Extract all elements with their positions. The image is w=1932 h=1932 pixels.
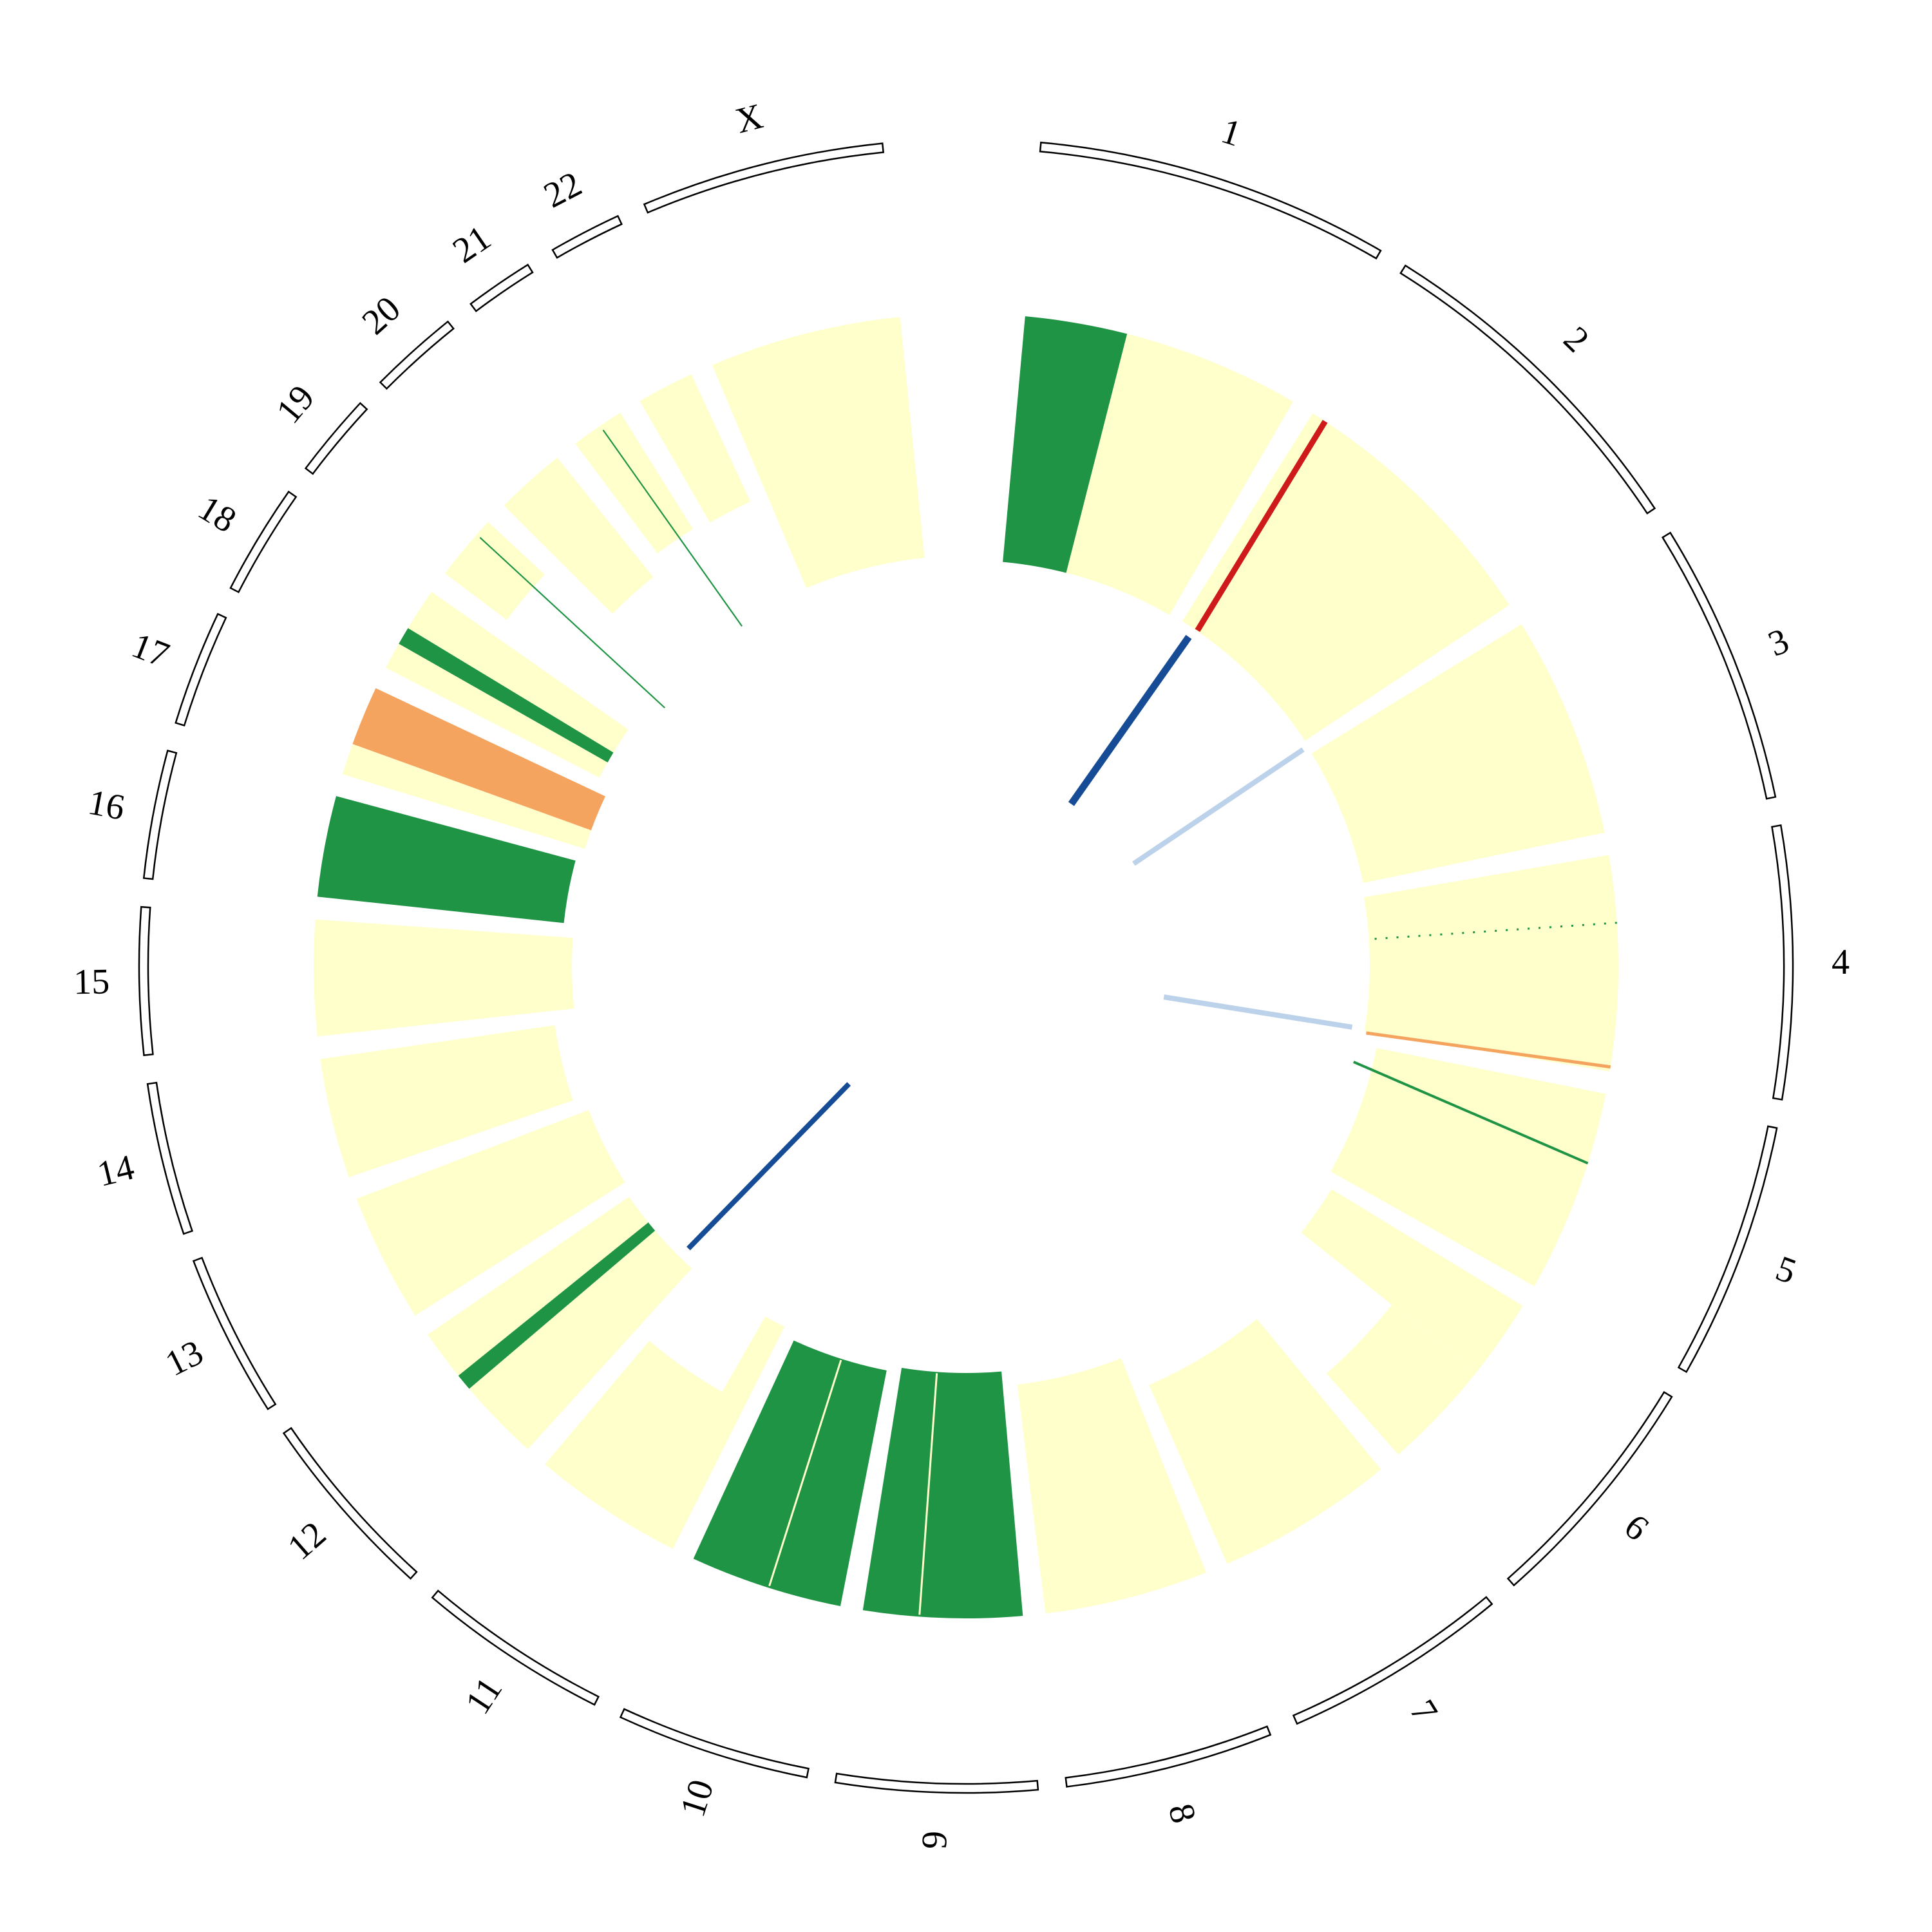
chr-6-bar-segment-2	[1326, 1305, 1477, 1455]
ray-chr4-light-blue-ray	[1163, 994, 1353, 1030]
chr-12-bar-segment-3	[428, 1197, 649, 1376]
chr-17-ideogram-arc	[175, 612, 227, 727]
chr-12-bar-segment-1	[469, 1230, 692, 1450]
chr-13-ideogram-arc	[192, 1256, 277, 1410]
chr-16-label: 16	[85, 782, 128, 828]
chr-14-bar-segment-1	[320, 1025, 573, 1178]
ray-chr2-dark-blue-ray	[1068, 634, 1192, 806]
chr-9-label: 9	[914, 1830, 955, 1850]
chr-18-ideogram-arc	[229, 490, 298, 594]
chr-5-bar-segment-1	[1331, 1048, 1606, 1287]
chr-14-ideogram-arc	[146, 1081, 194, 1235]
chr-15-ideogram-arc	[138, 905, 154, 1057]
chr-15-label: 15	[73, 961, 110, 1002]
chr-8-bar-segment-1	[1017, 1358, 1206, 1614]
chr-4-ideogram-arc	[1771, 824, 1794, 1101]
chr-2-ideogram-arc	[1399, 264, 1656, 515]
inner-rays	[687, 634, 1353, 1251]
ray-chr12-dark-blue-ray	[687, 1082, 851, 1251]
chr-20-ideogram-arc	[379, 320, 455, 390]
chr-6-bar-segment-1	[1301, 1189, 1523, 1372]
chr-17-bar-segment-2	[352, 688, 605, 831]
chr-16-ideogram-arc	[142, 749, 178, 880]
chr-10-bar-segment-1	[693, 1340, 887, 1607]
chr-1-ideogram-arc	[1039, 141, 1382, 260]
chr-X-bar-segment-1	[712, 317, 925, 589]
chr-18-bar-segment-3	[408, 591, 629, 753]
chr-1-bar-segment-2	[1066, 334, 1294, 615]
chr-7-ideogram-arc	[1292, 1596, 1493, 1725]
chr-6-ideogram-arc	[1506, 1390, 1673, 1587]
chr-13-bar-segment-1	[356, 1110, 625, 1316]
feature-lines	[479, 419, 1617, 1615]
feature-chr5-green-line	[1353, 1061, 1589, 1165]
chr-22-bar-segment-1	[639, 374, 751, 523]
chr-19-ideogram-arc	[304, 402, 368, 475]
chr-12-bar-segment-2	[458, 1222, 656, 1389]
feature-chr2-red-line	[1195, 419, 1328, 632]
chr-16-bar-segment-1	[317, 796, 576, 923]
chr-3-bar-segment-1	[1311, 624, 1605, 884]
chr-18-bar-segment-1	[386, 643, 608, 778]
bar-ring	[314, 316, 1619, 1619]
feature-chr19-green-line	[479, 536, 666, 708]
chr-9-bar-segment-1	[862, 1368, 1023, 1619]
chr-12-ideogram-arc	[282, 1426, 418, 1580]
chr-X-ideogram-arc	[643, 142, 885, 214]
chr-3-ideogram-arc	[1661, 531, 1777, 800]
chr-2-bar-segment-1	[1182, 413, 1510, 741]
chr-17-bar-segment-1	[342, 744, 591, 849]
chr-19-bar-segment-1	[444, 522, 545, 620]
chr-11-ideogram-arc	[431, 1589, 600, 1706]
feature-chr10-yellow-line	[768, 1359, 842, 1587]
chr-11-bar-segment-2	[545, 1341, 723, 1533]
chr-20-bar-segment-1	[504, 457, 654, 614]
chr-8-ideogram-arc	[1065, 1725, 1272, 1788]
chr-4-bar-segment-1	[1363, 855, 1619, 1072]
chr-11-bar-segment-1	[641, 1316, 785, 1549]
chr-21-ideogram-arc	[469, 263, 534, 312]
chr-1-bar-segment-1	[1003, 316, 1128, 573]
chr-5-ideogram-arc	[1677, 1125, 1778, 1374]
chr-7-bar-segment-1	[1149, 1318, 1381, 1564]
chr-18-bar-segment-2	[399, 628, 614, 762]
chr-21-bar-segment-1	[575, 412, 694, 554]
feature-chr21-green-line	[602, 430, 743, 627]
chr-15-bar-segment-1	[314, 919, 574, 1037]
ray-chr3-light-blue-ray	[1132, 747, 1305, 866]
chr-22-ideogram-arc	[551, 214, 623, 259]
chr-10-ideogram-arc	[619, 1708, 810, 1779]
chr-9-ideogram-arc	[834, 1772, 1039, 1794]
feature-chr4-orange-line	[1366, 1031, 1611, 1069]
chr-4-label: 4	[1832, 942, 1850, 982]
ideogram-ring	[138, 141, 1794, 1794]
feature-chr9-yellow-line	[918, 1373, 938, 1615]
